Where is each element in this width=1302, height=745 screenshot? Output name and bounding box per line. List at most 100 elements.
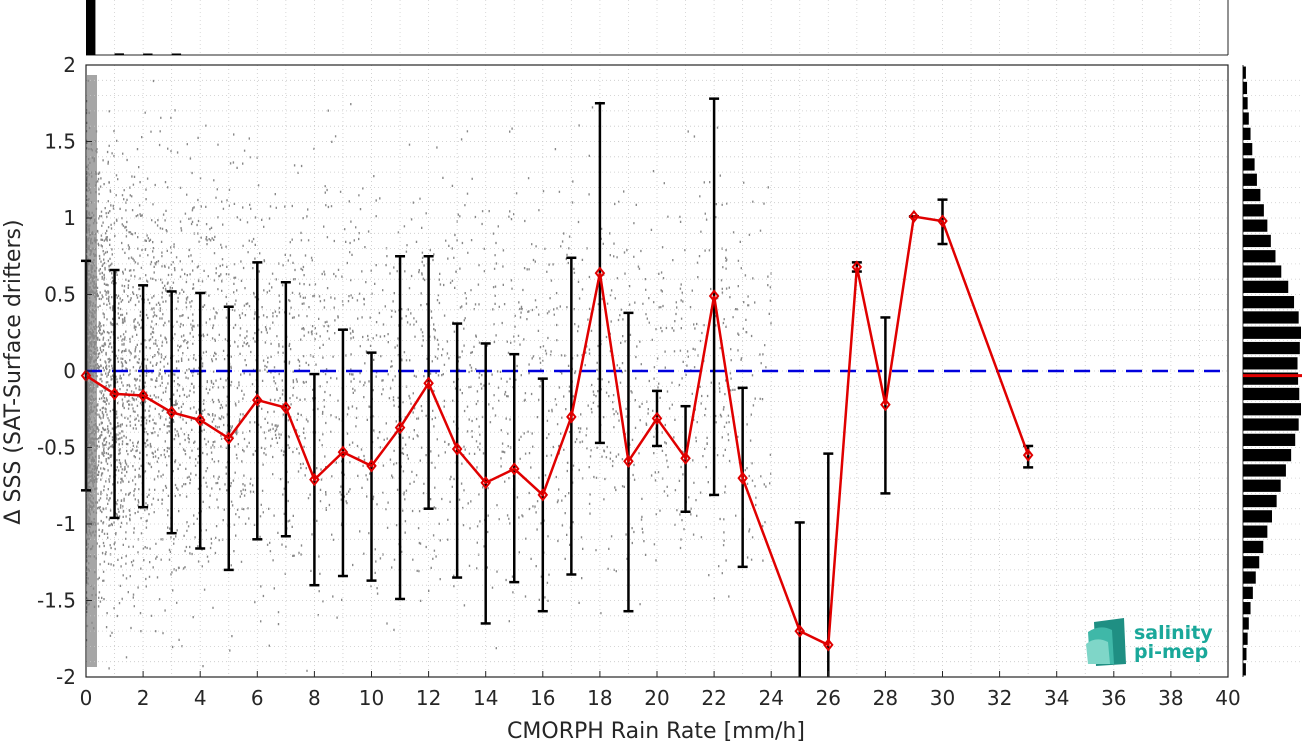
x-tick-label: 18 xyxy=(587,686,612,710)
x-tick-label: 34 xyxy=(1044,686,1069,710)
x-tick-label: 38 xyxy=(1158,686,1183,710)
top-histogram xyxy=(86,0,1229,56)
right-hist-bar xyxy=(1243,204,1264,217)
y-tick-label: -1.5 xyxy=(37,589,76,613)
right-hist-bar xyxy=(1243,127,1251,140)
right-hist-bar xyxy=(1243,97,1248,110)
tick-labels: 0 2 4 6 8 10 12 14 16 18 20 22 24 26 28 30 32 34 36 38 4021.… xyxy=(37,53,1241,710)
mean-marker xyxy=(194,413,206,427)
right-hist-bar xyxy=(1243,311,1299,324)
x-tick-label: 40 xyxy=(1215,686,1240,710)
y-tick-label: 1 xyxy=(63,206,76,230)
x-tick-label: 24 xyxy=(758,686,783,710)
right-histogram xyxy=(1242,65,1302,677)
right-hist-bar xyxy=(1243,158,1255,171)
mean-marker xyxy=(851,260,863,274)
right-hist-bar xyxy=(1243,357,1298,370)
right-hist-bar xyxy=(1243,632,1248,645)
mean-marker xyxy=(566,410,577,424)
y-tick-label: -0.5 xyxy=(37,436,76,460)
mean-marker xyxy=(737,471,748,485)
top-hist-bar xyxy=(114,53,124,55)
x-tick-label: 8 xyxy=(308,686,321,710)
right-hist-bar xyxy=(1243,510,1272,523)
mean-marker xyxy=(166,405,177,419)
mean-marker xyxy=(880,398,891,412)
right-hist-bar xyxy=(1243,647,1247,661)
right-hist-bar xyxy=(1243,617,1249,630)
y-tick-label: 0.5 xyxy=(44,283,76,307)
mean-marker xyxy=(651,411,663,426)
mean-marker xyxy=(223,431,235,445)
right-hist-bar xyxy=(1243,173,1257,186)
y-tick-label: 0 xyxy=(63,359,76,383)
mean-marker xyxy=(823,638,834,652)
mean-marker xyxy=(537,488,549,502)
right-hist-bar xyxy=(1243,234,1271,248)
right-hist-bar xyxy=(1243,341,1300,355)
salinity-pi-mep-logo: salinity pi-mep xyxy=(1086,618,1213,666)
x-tick-label: 6 xyxy=(251,686,264,710)
y-tick-label: -1 xyxy=(56,512,76,536)
y-tick-label: 1.5 xyxy=(44,130,76,154)
x-tick-label: 2 xyxy=(137,686,150,710)
x-tick-label: 12 xyxy=(416,686,441,710)
x-tick-label: 32 xyxy=(987,686,1012,710)
x-tick-label: 20 xyxy=(644,686,669,710)
mean-marker xyxy=(623,454,634,468)
mean-marker xyxy=(594,266,606,280)
y-tick-label: 2 xyxy=(63,53,76,77)
right-hist-bar xyxy=(1243,143,1253,156)
mean-marker xyxy=(937,214,948,228)
right-hist-bar xyxy=(1243,540,1264,554)
right-hist-bar xyxy=(1243,525,1268,538)
mean-marker xyxy=(309,473,320,487)
right-hist-bar xyxy=(1243,571,1256,584)
x-tick-label: 22 xyxy=(701,686,726,710)
mean-marker xyxy=(423,376,434,390)
mean-line xyxy=(85,215,1030,647)
x-tick-label: 14 xyxy=(473,686,498,710)
right-hist-bar xyxy=(1243,602,1251,615)
mean-marker xyxy=(794,624,806,638)
mean-marker xyxy=(366,459,377,473)
mean-marker xyxy=(480,476,491,490)
x-tick-label: 10 xyxy=(359,686,384,710)
right-hist-bar xyxy=(1243,81,1248,95)
wave-logo-icon xyxy=(1086,618,1126,666)
plot-frame xyxy=(85,64,1229,678)
x-tick-label: 16 xyxy=(530,686,555,710)
right-hist-bar xyxy=(1243,112,1249,125)
mean-series xyxy=(80,209,1034,652)
right-hist-bar xyxy=(1243,188,1261,202)
mean-marker xyxy=(680,451,691,465)
right-hist-bar xyxy=(1243,387,1300,401)
mean-marker xyxy=(394,421,406,435)
x-tick-label: 36 xyxy=(1101,686,1126,710)
right-hist-bar xyxy=(1243,586,1253,599)
x-tick-label: 30 xyxy=(930,686,955,710)
right-hist-bar xyxy=(1243,326,1301,339)
right-hist-bar xyxy=(1243,219,1268,232)
top-hist-bar xyxy=(171,53,182,55)
right-hist-bar xyxy=(1243,296,1295,309)
right-hist-bar xyxy=(1243,464,1286,477)
mean-marker xyxy=(508,462,520,476)
mean-marker xyxy=(137,388,149,403)
right-hist-bar xyxy=(1243,250,1276,263)
mean-marker xyxy=(708,289,720,303)
logo-line1: salinity xyxy=(1134,622,1213,644)
top-hist-bar xyxy=(143,53,153,55)
right-hist-bar xyxy=(1243,433,1296,446)
mean-marker xyxy=(280,401,292,415)
x-tick-label: 4 xyxy=(194,686,207,710)
right-hist-bar xyxy=(1243,265,1282,278)
right-hist-bar xyxy=(1243,449,1292,462)
top-hist-bar xyxy=(86,0,96,55)
mean-marker xyxy=(337,445,349,459)
right-hist-bar xyxy=(1243,479,1281,492)
x-axis-title: CMORPH Rain Rate [mm/h] xyxy=(507,719,805,744)
mean-marker xyxy=(109,387,120,401)
right-hist-bar xyxy=(1243,66,1246,79)
